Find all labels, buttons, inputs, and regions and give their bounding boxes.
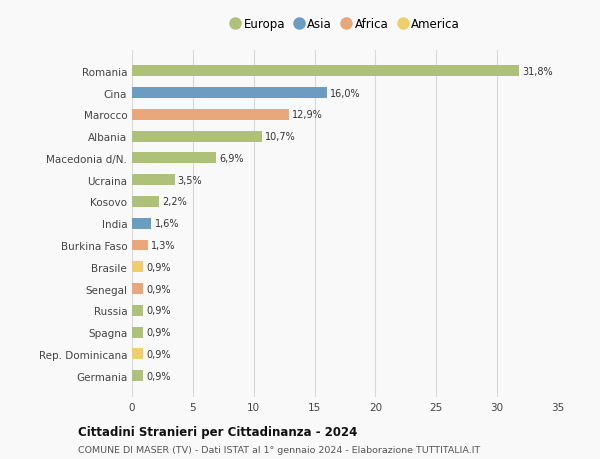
Text: 0,9%: 0,9% (146, 306, 170, 316)
Text: 3,5%: 3,5% (178, 175, 202, 185)
Text: 1,3%: 1,3% (151, 241, 175, 251)
Bar (132, 88, 327, 99)
Text: 12,9%: 12,9% (292, 110, 323, 120)
Bar (132, 66, 519, 77)
Bar (132, 262, 143, 273)
Bar (132, 284, 143, 294)
Text: COMUNE DI MASER (TV) - Dati ISTAT al 1° gennaio 2024 - Elaborazione TUTTITALIA.I: COMUNE DI MASER (TV) - Dati ISTAT al 1° … (78, 445, 480, 454)
Bar (132, 110, 289, 121)
Bar (132, 153, 216, 164)
Text: 16,0%: 16,0% (330, 89, 361, 98)
Bar (132, 131, 262, 142)
Bar (132, 370, 143, 381)
Bar (132, 240, 148, 251)
Text: Cittadini Stranieri per Cittadinanza - 2024: Cittadini Stranieri per Cittadinanza - 2… (78, 425, 358, 438)
Text: 0,9%: 0,9% (146, 284, 170, 294)
Text: 0,9%: 0,9% (146, 327, 170, 337)
Text: 2,2%: 2,2% (162, 197, 187, 207)
Bar (132, 196, 159, 207)
Bar (132, 218, 151, 229)
Bar (132, 349, 143, 359)
Text: 0,9%: 0,9% (146, 349, 170, 359)
Legend: Europa, Asia, Africa, America: Europa, Asia, Africa, America (230, 18, 460, 31)
Text: 0,9%: 0,9% (146, 371, 170, 381)
Bar (132, 175, 175, 186)
Text: 6,9%: 6,9% (219, 154, 244, 163)
Text: 1,6%: 1,6% (155, 219, 179, 229)
Bar (132, 327, 143, 338)
Bar (132, 305, 143, 316)
Text: 0,9%: 0,9% (146, 262, 170, 272)
Text: 10,7%: 10,7% (265, 132, 296, 142)
Text: 31,8%: 31,8% (522, 67, 553, 77)
